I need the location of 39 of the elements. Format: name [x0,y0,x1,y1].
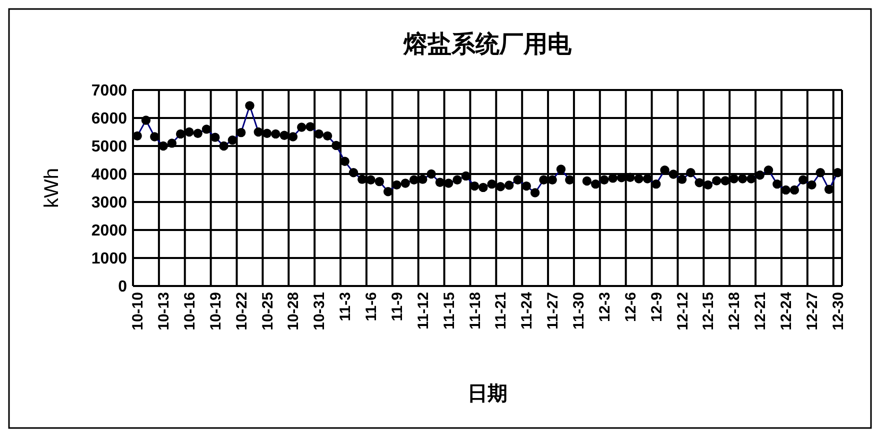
x-tick-label: 10-19 [207,292,224,330]
x-tick-label: 11-6 [363,292,380,322]
x-tick-label: 11-9 [388,292,406,322]
y-tick-label: 4000 [91,166,128,184]
x-tick-label: 10-16 [181,292,198,330]
x-tick-label: 11-18 [466,292,484,330]
y-tick-label: 6000 [91,110,128,128]
y-tick-label: 0 [118,278,128,296]
x-tick-label: 12-15 [700,292,718,330]
x-tick-label: 12-12 [674,292,692,330]
x-axis-title: 日期 [468,383,508,405]
y-tick-label: 3000 [91,194,128,212]
x-tick-label: 10-28 [285,292,302,330]
x-tick-label: 12-18 [726,292,744,330]
x-tick-label: 12-3 [596,292,614,322]
x-tick-label: 12-9 [648,292,666,322]
y-tick-label: 7000 [91,82,128,100]
x-tick-label: 11-30 [570,292,588,330]
x-tick-label: 12-6 [622,292,640,322]
x-tick-label: 12-27 [804,292,821,330]
x-tick-label: 11-24 [518,291,536,330]
x-tick-label: 10-25 [259,292,276,330]
x-tick-label: 11-27 [544,292,562,330]
x-tick-label: 10-31 [311,292,328,330]
y-tick-label: 5000 [91,138,128,156]
chart-title: 熔盐系统厂用电 [402,31,572,58]
x-tick-label: 11-12 [414,292,432,330]
x-tick-label: 11-3 [337,292,354,322]
y-axis-title: kWh [41,168,63,208]
x-tick-label: 11-15 [440,292,458,330]
x-tick-label: 11-21 [492,292,510,330]
y-tick-label: 1000 [91,250,128,268]
x-tick-label: 12-24 [778,291,796,330]
y-tick-label: 2000 [91,222,128,240]
x-tick-label: 12-30 [830,292,847,330]
x-tick-label: 10-22 [233,292,250,330]
x-tick-label: 12-21 [752,292,770,330]
x-tick-label: 10-10 [130,292,147,330]
x-tick-label: 10-13 [156,292,173,330]
